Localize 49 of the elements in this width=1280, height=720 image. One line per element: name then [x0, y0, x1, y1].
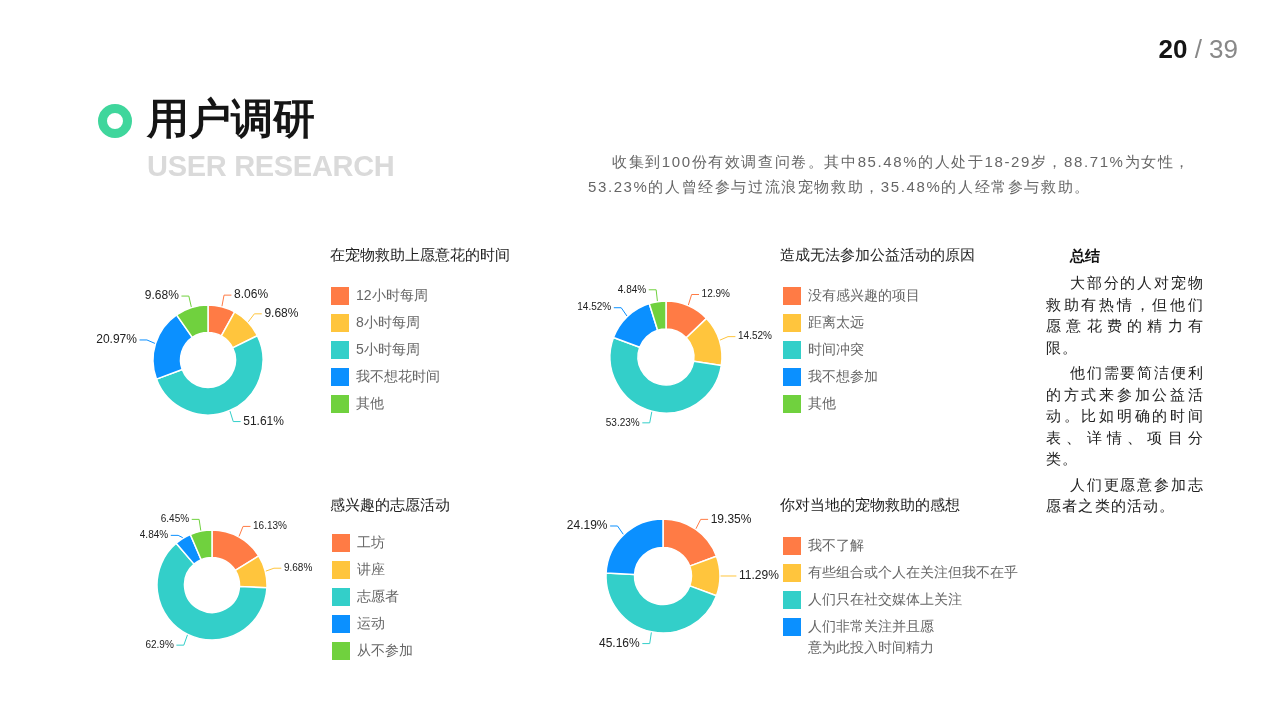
legend-label: 12小时每周 — [356, 286, 428, 303]
legend-label: 人们非常关注并且愿意为此投入时间精力 — [807, 617, 934, 655]
legend-label: 运动 — [357, 614, 385, 631]
data-label: 16.13% — [253, 520, 288, 532]
legend-label: 8小时每周 — [356, 313, 420, 330]
legend-label: 距离太远 — [808, 313, 864, 330]
text: 收集到100份有效调查问卷。其中85.48%的人处于18-29岁，88.71%为女性，53.23%的人曾经参与过流浪宠物救助，35.48%的人经常参与救助。 — [588, 152, 1192, 197]
legend-label: 其他 — [808, 394, 836, 411]
chart-title: 在宠物救助上愿意花的时间 — [330, 246, 510, 264]
legend-label: 人们只在社交媒体上关注 — [808, 590, 962, 607]
legend-label: 没有感兴趣的项目 — [808, 286, 920, 303]
text: 大部分的人对宠物救助有热情，但他们愿意花费的精力有限。 — [1046, 273, 1204, 358]
legend-label: 时间冲突 — [808, 340, 864, 357]
data-label: 8.06% — [234, 287, 269, 302]
chart-title: 感兴趣的志愿活动 — [330, 496, 450, 514]
data-label: 14.52% — [577, 301, 612, 313]
legend-label: 我不了解 — [808, 536, 864, 553]
data-label: 6.45% — [160, 513, 190, 525]
legend-label: 5小时每周 — [356, 340, 420, 357]
data-label: 9.68% — [144, 288, 180, 303]
data-label: 14.52% — [738, 330, 773, 342]
data-label: 4.84% — [139, 529, 169, 541]
legend-label: 讲座 — [357, 560, 385, 577]
data-label: 11.29% — [739, 568, 780, 583]
text: 20 / 39 — [1158, 34, 1238, 64]
legend-label: 工坊 — [357, 533, 385, 550]
data-label: 12.9% — [701, 288, 731, 300]
data-label: 19.35% — [710, 511, 752, 526]
text: 总结 — [1068, 246, 1101, 266]
data-label: 51.61% — [243, 413, 285, 428]
data-label: 45.16% — [599, 635, 641, 650]
legend-label: 有些组合或个人在关注但我不在乎 — [808, 563, 1018, 580]
text: 他们需要简洁便利的方式来参加公益活动。比如明确的时间表、详情、项目分类。 — [1046, 363, 1204, 469]
chart-title: 造成无法参加公益活动的原因 — [780, 246, 975, 264]
text: 人们更愿意参加志愿者之类的活动。 — [1046, 474, 1204, 516]
text: 用户调研 — [147, 94, 315, 144]
data-label: 62.9% — [145, 638, 174, 650]
data-label: 24.19% — [566, 518, 608, 533]
data-label: 53.23% — [605, 416, 640, 428]
legend-label: 从不参加 — [357, 641, 413, 658]
legend-label: 我不想参加 — [808, 367, 878, 384]
legend-label: 志愿者 — [357, 587, 399, 604]
data-label: 20.97% — [96, 332, 138, 347]
legend-label: 其他 — [356, 394, 384, 411]
data-label: 9.68% — [264, 306, 299, 321]
chart-title: 你对当地的宠物救助的感想 — [780, 496, 960, 514]
legend-label: 我不想花时间 — [356, 367, 440, 384]
data-label: 9.68% — [283, 561, 313, 573]
data-label: 4.84% — [617, 283, 647, 295]
